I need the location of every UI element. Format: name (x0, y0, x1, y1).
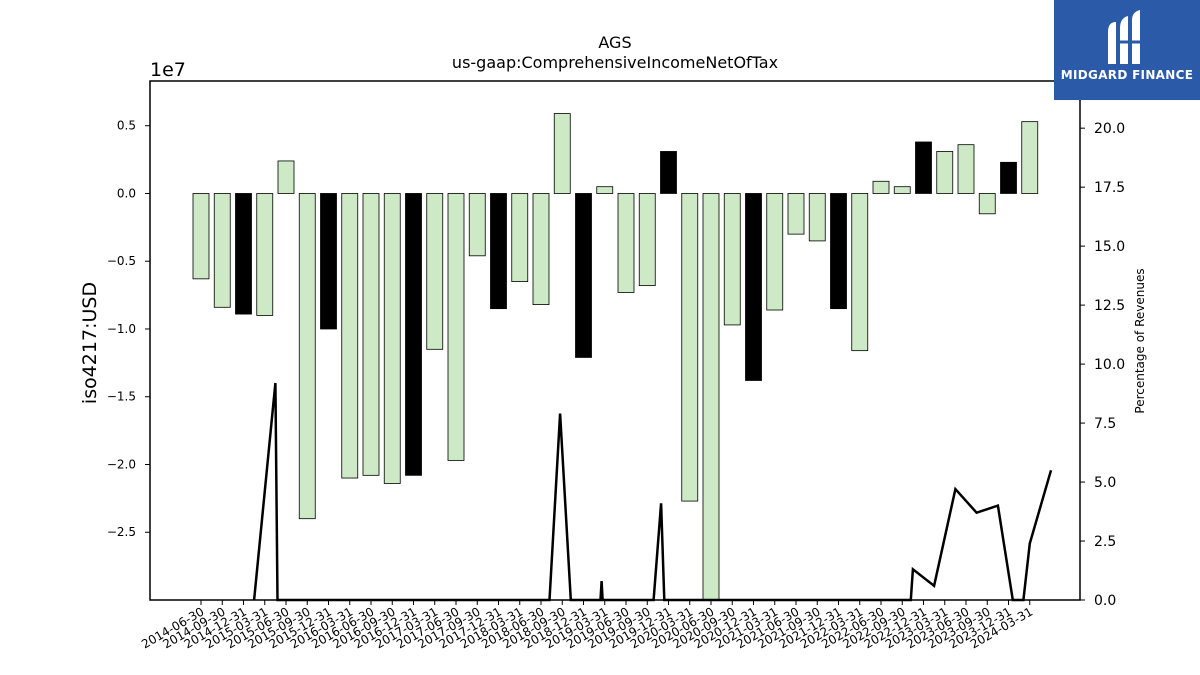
bar-2022-12-31 (915, 141, 932, 194)
y2-tick-label: 20.0 (1094, 121, 1125, 137)
y-axis-label: iso4217:USD (79, 282, 101, 404)
bar-2021-12-31 (830, 193, 847, 310)
y2-tick-label: 15.0 (1094, 239, 1125, 255)
bar-2021-09-30 (808, 193, 826, 242)
bar-2014-12-31 (235, 193, 252, 315)
bar-2017-12-31 (490, 193, 507, 310)
bar-2018-06-30 (532, 193, 550, 305)
bar-2016-06-30 (362, 193, 380, 476)
brand-logo: MIDGARD FINANCE (1054, 0, 1200, 100)
bar-2023-03-31 (936, 151, 954, 194)
bar-2019-03-31 (596, 186, 614, 194)
y-tick-label: −1.5 (107, 390, 136, 404)
bar-2023-09-30 (978, 193, 996, 215)
bar-2023-06-30 (957, 144, 975, 194)
logo-mark-icon (1108, 10, 1140, 64)
bar-2022-06-30 (872, 180, 890, 194)
bar-2015-06-30 (277, 160, 295, 194)
line-group (252, 382, 1053, 602)
bar-2014-06-30 (192, 193, 210, 280)
y-tick-label: 0.0 (117, 186, 136, 200)
chart-subtitle: us-gaap:ComprehensiveIncomeNetOfTax (452, 53, 778, 72)
y-tick-label: −2.5 (107, 525, 136, 539)
y-tick-label: 0.5 (117, 119, 136, 133)
bar-2022-03-31 (851, 193, 869, 352)
bar-2015-03-31 (256, 193, 274, 316)
bar-2019-12-31 (660, 151, 677, 194)
y2-tick-label: 5.0 (1094, 475, 1116, 491)
bar-2020-03-31 (681, 193, 699, 502)
bar-2024-03-31 (1021, 121, 1039, 194)
bar-2016-03-31 (341, 193, 359, 479)
bar-2019-06-30 (617, 193, 635, 293)
bar-2018-09-30 (553, 113, 571, 194)
y2-tick-label: 10.0 (1094, 357, 1125, 373)
plot-frame (149, 80, 1081, 601)
bar-2023-12-31 (1000, 161, 1017, 194)
bar-2016-09-30 (383, 193, 401, 484)
bar-2020-09-30 (723, 193, 741, 326)
y-tick-label: −1.0 (107, 322, 136, 336)
bar-2017-03-31 (426, 193, 444, 350)
bar-2022-09-30 (893, 186, 911, 194)
y2-tick-label: 0.0 (1094, 593, 1116, 609)
bar-2020-12-31 (745, 193, 762, 381)
bar-2014-09-30 (213, 193, 231, 308)
bar-2017-09-30 (468, 193, 486, 257)
bar-2015-09-30 (298, 193, 316, 520)
bar-2018-03-31 (511, 193, 529, 282)
y-tick-label: −0.5 (107, 254, 136, 268)
y2-axis-label: Percentage of Revenues (1133, 268, 1147, 413)
y2-tick-label: 12.5 (1094, 298, 1125, 314)
bar-2017-06-30 (447, 193, 465, 461)
y-offset-label: 1e7 (150, 59, 186, 81)
y2-tick-label: 2.5 (1094, 534, 1116, 550)
y2-tick-label: 7.5 (1094, 416, 1116, 432)
logo-text: MIDGARD FINANCE (1060, 68, 1194, 82)
bar-2016-12-31 (405, 193, 422, 476)
bar-2021-06-30 (787, 193, 805, 235)
bar-2015-12-31 (320, 193, 337, 330)
y-tick-label: −2.0 (107, 457, 136, 471)
bar-2018-12-31 (575, 193, 592, 358)
bars-group (192, 113, 1039, 601)
axes-group: 0.5 0.0 −0.5 −1.0 −1.5 −2.0 −2.5 0.0 2.5 5.0 7.5 10… (107, 80, 1125, 651)
bar-2019-09-30 (638, 193, 656, 287)
bar-2021-03-31 (766, 193, 784, 311)
y2-tick-label: 17.5 (1094, 180, 1125, 196)
bar-2020-06-30 (702, 193, 720, 601)
series-line-percentage-of-revenues (252, 382, 1053, 602)
chart-title: AGS (598, 33, 631, 52)
